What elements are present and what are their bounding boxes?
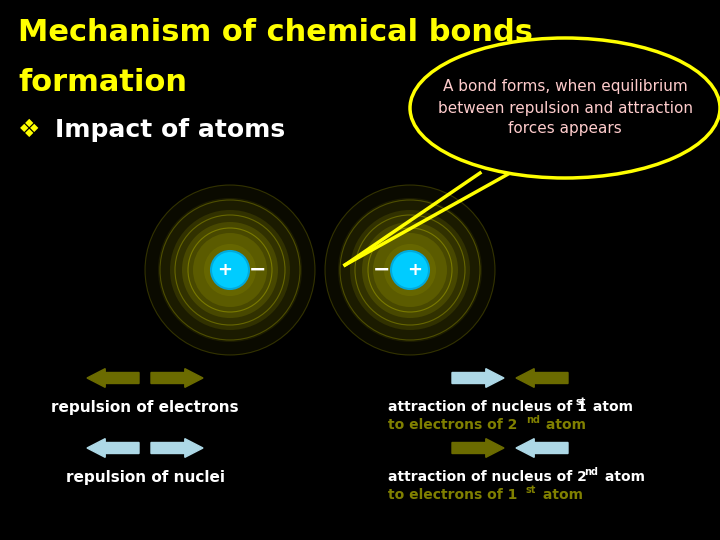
Text: repulsion of electrons: repulsion of electrons xyxy=(51,400,239,415)
Text: ❖: ❖ xyxy=(18,118,40,142)
Text: atom: atom xyxy=(538,488,583,502)
Ellipse shape xyxy=(391,251,429,289)
Text: attraction of nucleus of 2: attraction of nucleus of 2 xyxy=(388,470,587,484)
Ellipse shape xyxy=(384,244,436,296)
FancyArrow shape xyxy=(452,438,504,457)
Text: −: − xyxy=(373,260,391,280)
Text: atom: atom xyxy=(588,400,633,414)
Text: A bond forms, when equilibrium
between repulsion and attraction
forces appears: A bond forms, when equilibrium between r… xyxy=(438,79,693,137)
Ellipse shape xyxy=(362,222,458,318)
Text: Mechanism of chemical bonds: Mechanism of chemical bonds xyxy=(18,18,533,47)
Text: atom: atom xyxy=(600,470,645,484)
Ellipse shape xyxy=(325,185,495,355)
Ellipse shape xyxy=(182,222,278,318)
Text: nd: nd xyxy=(584,467,598,477)
Ellipse shape xyxy=(170,210,290,330)
FancyArrow shape xyxy=(151,438,203,457)
Ellipse shape xyxy=(211,251,249,289)
Ellipse shape xyxy=(338,198,482,342)
Ellipse shape xyxy=(158,198,302,342)
Ellipse shape xyxy=(410,38,720,178)
Text: st: st xyxy=(526,485,536,495)
FancyArrow shape xyxy=(516,438,568,457)
Text: st: st xyxy=(576,397,586,407)
FancyArrow shape xyxy=(452,369,504,387)
Text: formation: formation xyxy=(18,68,187,97)
Ellipse shape xyxy=(145,185,315,355)
Text: nd: nd xyxy=(526,415,540,425)
Text: +: + xyxy=(217,261,233,279)
Text: to electrons of 2: to electrons of 2 xyxy=(388,418,518,432)
Text: attraction of nucleus of 1: attraction of nucleus of 1 xyxy=(388,400,587,414)
Text: to electrons of 1: to electrons of 1 xyxy=(388,488,518,502)
Text: −: − xyxy=(249,260,266,280)
Ellipse shape xyxy=(350,210,470,330)
Ellipse shape xyxy=(193,233,267,307)
FancyArrow shape xyxy=(87,369,139,387)
Ellipse shape xyxy=(204,244,256,296)
Text: repulsion of nuclei: repulsion of nuclei xyxy=(66,470,225,485)
FancyArrow shape xyxy=(151,369,203,387)
FancyArrow shape xyxy=(516,369,568,387)
Ellipse shape xyxy=(373,233,447,307)
Text: atom: atom xyxy=(541,418,586,432)
Text: Impact of atoms: Impact of atoms xyxy=(55,118,285,142)
Text: +: + xyxy=(408,261,423,279)
FancyArrow shape xyxy=(87,438,139,457)
